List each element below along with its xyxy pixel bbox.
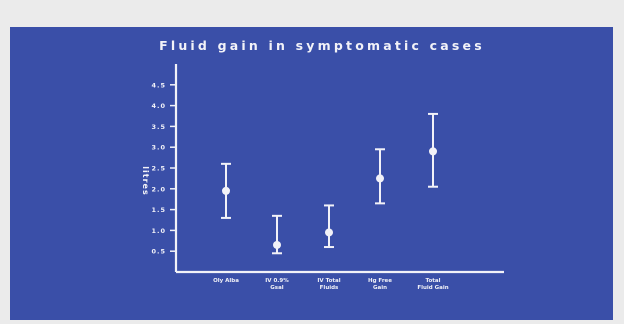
- x-ticks: Oly Alba IV 0.9% Gsal IV Total Fluids Hg Free…: [213, 278, 449, 291]
- chart-title: Fluid gain in symptomatic cases: [159, 38, 485, 53]
- x-tick-label-line: Total: [425, 278, 440, 284]
- x-tick-label-line: Gain: [373, 285, 387, 291]
- x-tick-label-line: IV Total: [317, 278, 340, 284]
- y-tick-label: 3.5: [151, 123, 166, 131]
- y-tick-label: 1.5: [151, 206, 166, 214]
- y-tick-label: 2.0: [151, 185, 166, 193]
- y-tick-label: 4.5: [151, 81, 166, 89]
- x-tick-label: Total Fluid Gain: [417, 278, 448, 291]
- y-tick-label: 2.5: [151, 165, 166, 173]
- x-tick-label: Oly Alba: [213, 278, 239, 284]
- error-bars: [221, 112, 438, 255]
- y-tick-label: 0.5: [151, 248, 166, 256]
- y-tick-label: 1.0: [151, 227, 166, 235]
- data-point: [273, 240, 281, 249]
- x-tick-label: IV 0.9% Gsal: [265, 278, 289, 291]
- data-point: [376, 174, 384, 183]
- x-tick-label-line: Fluids: [320, 285, 339, 291]
- chart-background: [10, 27, 613, 320]
- x-tick-label: IV Total Fluids: [317, 278, 340, 291]
- x-tick-label-line: Hg Free: [368, 278, 392, 284]
- data-point: [429, 147, 437, 156]
- x-tick-label-line: IV 0.9%: [265, 278, 289, 284]
- x-tick-label-line: Oly Alba: [213, 278, 239, 284]
- data-point: [325, 228, 333, 237]
- data-point: [222, 186, 230, 195]
- y-tick-label: 3.0: [151, 144, 166, 152]
- x-tick-label: Hg Free Gain: [368, 278, 392, 291]
- x-tick-label-line: Fluid Gain: [417, 285, 448, 291]
- y-axis-label: litres: [141, 166, 150, 195]
- y-tick-label: 4.0: [151, 102, 166, 110]
- y-ticks: 0.5 1.0 1.5 2.0 2.5 3.0 3.5 4.0 4.5: [151, 81, 176, 256]
- x-tick-label-line: Gsal: [270, 285, 283, 291]
